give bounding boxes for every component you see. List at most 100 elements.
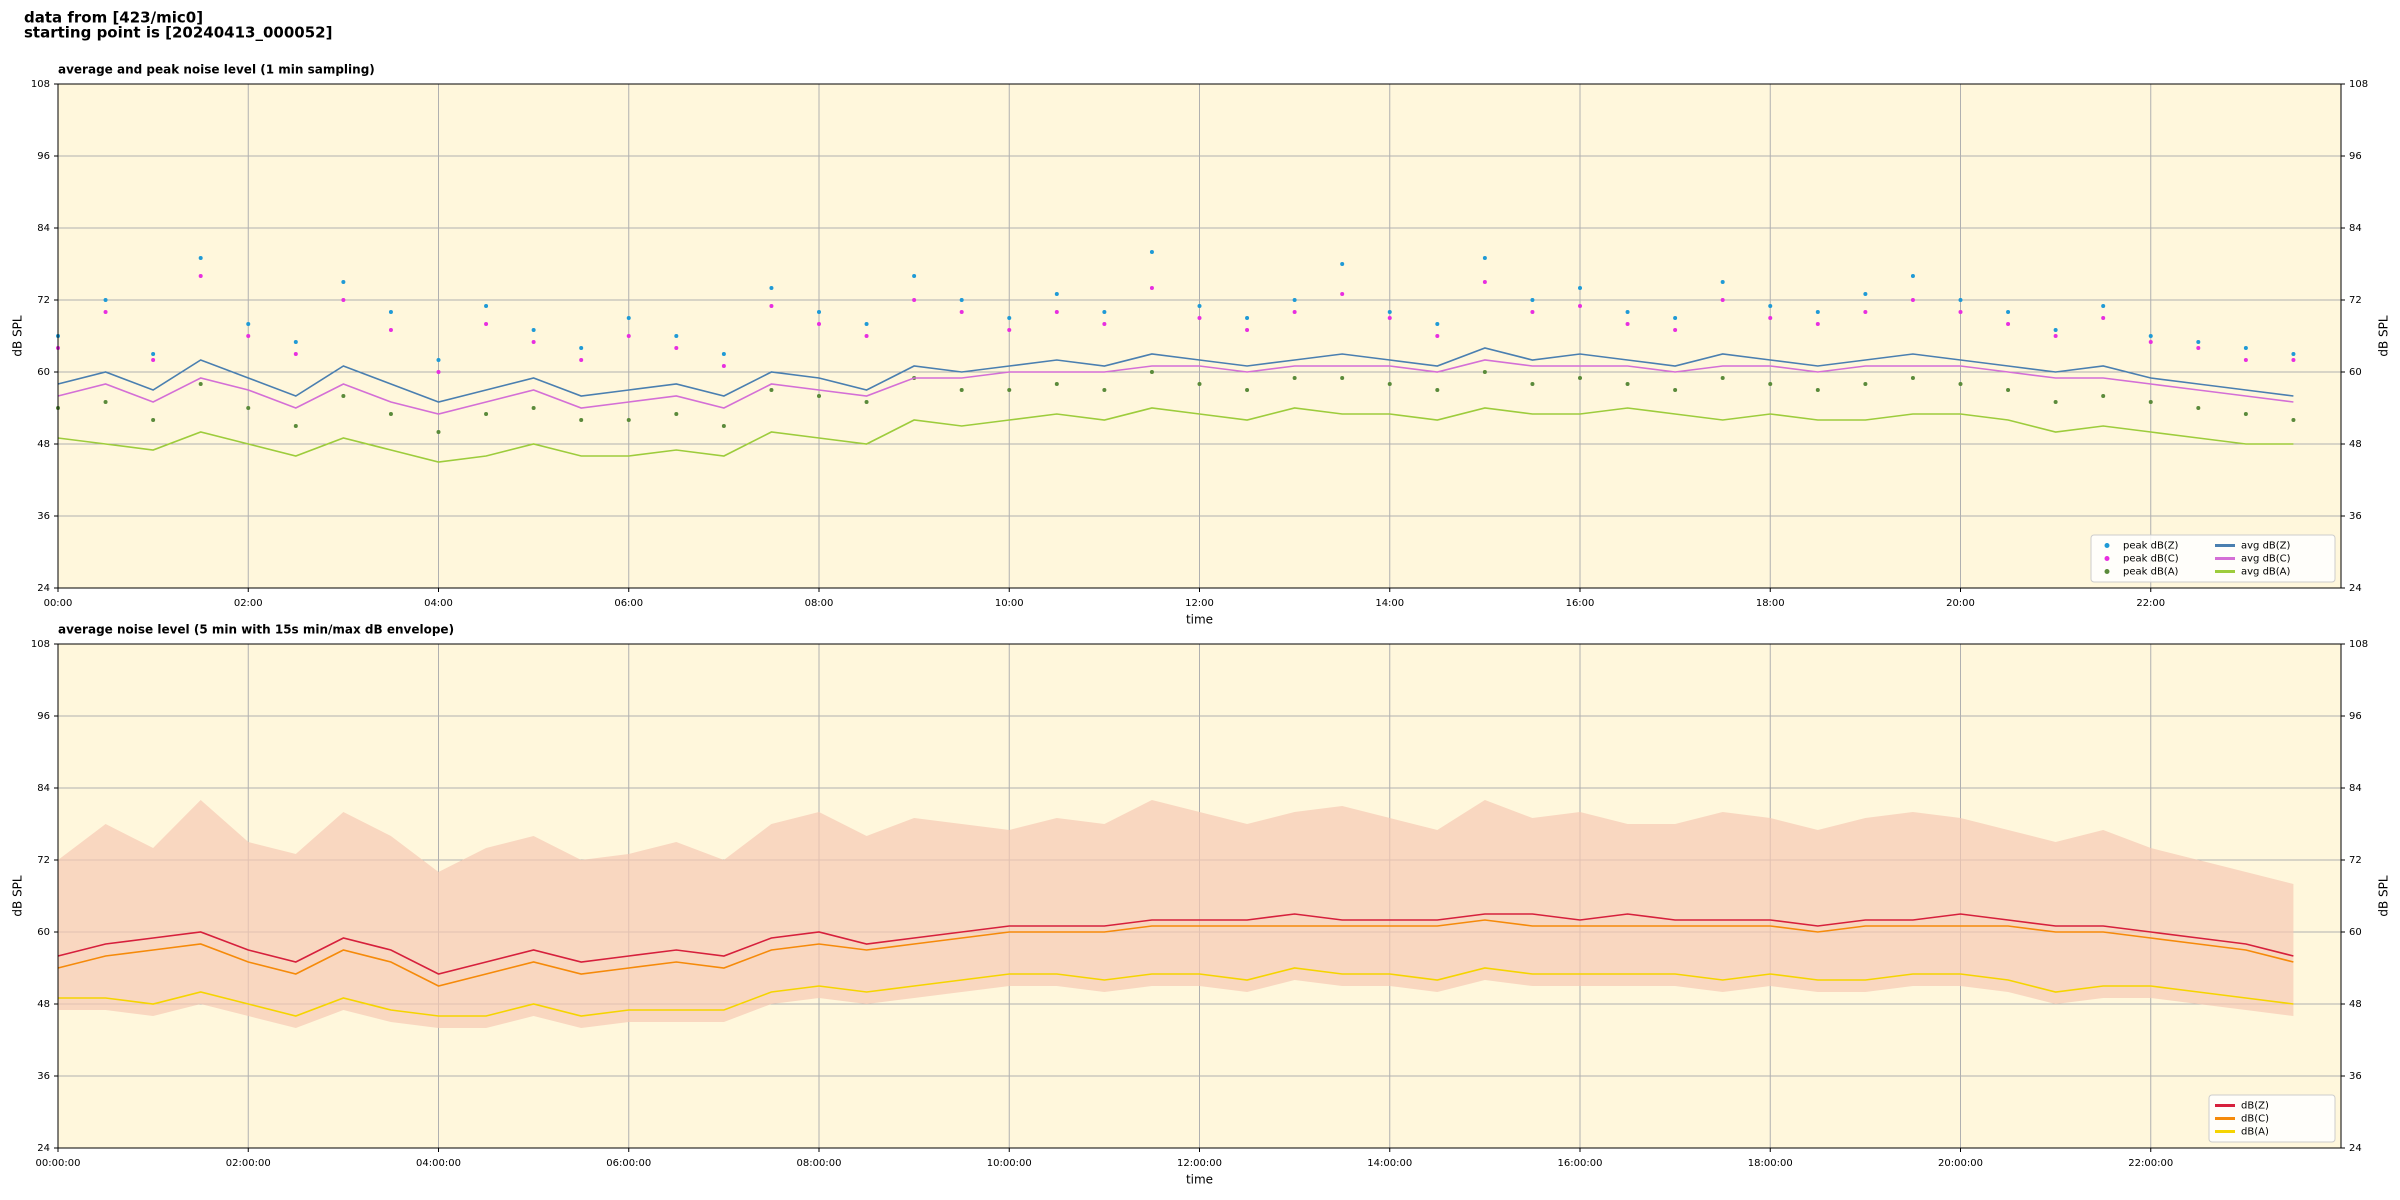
peak-dot — [1768, 382, 1773, 386]
legend-label: avg dB(C) — [2241, 554, 2291, 565]
x-tick-label: 08:00 — [805, 598, 834, 609]
peak-dot — [1292, 298, 1297, 302]
x-tick-label: 14:00 — [1375, 598, 1404, 609]
peak-dot — [626, 316, 631, 320]
peak-dot — [103, 400, 108, 404]
peak-dot — [293, 340, 298, 344]
peak-dot — [151, 418, 156, 422]
y-tick-label: 48 — [37, 439, 50, 450]
x-tick-label: 06:00:00 — [606, 1158, 651, 1169]
peak-dot — [1910, 298, 1915, 302]
y-tick-label: 84 — [2349, 223, 2362, 234]
series-line — [57, 359, 2294, 415]
peak-dot — [2006, 310, 2011, 314]
legend-swatch — [2104, 569, 2110, 574]
peak-dot — [1149, 250, 1154, 254]
legend-label: avg dB(A) — [2241, 567, 2291, 578]
y-tick-label: 108 — [31, 639, 50, 650]
y-tick-label: 48 — [2349, 999, 2362, 1010]
peak-dot — [864, 400, 869, 404]
y-tick-label: 24 — [2349, 1143, 2362, 1154]
peak-dot — [1530, 298, 1535, 302]
peak-dot — [1673, 388, 1678, 392]
peak-dot — [436, 358, 441, 362]
peak-dot — [721, 364, 726, 368]
legend-box — [2208, 1094, 2336, 1143]
peak-dot — [817, 310, 821, 314]
peak-dot — [2243, 358, 2248, 362]
legend-label: dB(Z) — [2241, 1101, 2269, 1112]
peak-dot — [2006, 322, 2011, 326]
peak-dot — [1340, 292, 1345, 296]
x-tick-label: 16:00:00 — [1558, 1158, 1603, 1169]
peak-dot — [1768, 316, 1773, 320]
peak-dot — [293, 424, 298, 428]
peak-dot — [1578, 304, 1582, 308]
series-line — [57, 347, 2294, 403]
peak-dot — [1197, 304, 1202, 308]
x-tick-label: 10:00:00 — [987, 1158, 1032, 1169]
series-line — [57, 919, 2294, 987]
peak-dot — [1435, 334, 1440, 338]
peak-dot — [1578, 286, 1582, 290]
header-line: starting point is [20240413_000052] — [24, 24, 332, 42]
peak-dot — [2196, 340, 2201, 344]
x-tick-label: 12:00:00 — [1177, 1158, 1222, 1169]
peak-dot — [531, 340, 536, 344]
peak-dot — [864, 334, 869, 338]
peak-dot — [341, 280, 346, 284]
y-tick-label: 36 — [37, 511, 50, 522]
peak-dot — [959, 310, 964, 314]
x-tick-label: 22:00:00 — [2128, 1158, 2173, 1169]
chart-title: average noise level (5 min with 15s min/… — [58, 623, 454, 637]
peak-dot — [2148, 334, 2153, 338]
peak-dot — [1054, 310, 1059, 314]
y-axis-label: dB SPL — [2377, 315, 2391, 357]
y-tick-label: 108 — [31, 79, 50, 90]
y-tick-label: 48 — [2349, 439, 2362, 450]
legend-label: peak dB(Z) — [2123, 541, 2179, 552]
peak-dot — [531, 328, 536, 332]
peak-dot — [1910, 274, 1915, 278]
peak-dot — [2053, 400, 2058, 404]
peak-dot — [341, 394, 346, 398]
peak-dot — [2053, 328, 2058, 332]
y-tick-label: 72 — [2349, 855, 2362, 866]
y-tick-label: 24 — [37, 583, 50, 594]
peak-dot — [1007, 328, 1012, 332]
x-tick-label: 08:00:00 — [797, 1158, 842, 1169]
peak-dot — [2053, 334, 2058, 338]
x-tick-label: 22:00 — [2136, 598, 2165, 609]
y-tick-label: 96 — [2349, 711, 2362, 722]
peak-dot — [1958, 382, 1963, 386]
peak-dot — [1625, 382, 1630, 386]
peak-dot — [1007, 316, 1012, 320]
peak-dot — [1054, 292, 1059, 296]
legend-label: avg dB(Z) — [2241, 541, 2291, 552]
y-tick-label: 84 — [37, 223, 50, 234]
peak-dot — [436, 370, 441, 374]
peak-dot — [103, 310, 108, 314]
peak-dot — [1720, 298, 1725, 302]
x-tick-label: 10:00 — [995, 598, 1024, 609]
peak-dot — [484, 412, 489, 416]
x-tick-label: 18:00:00 — [1748, 1158, 1793, 1169]
peak-dot — [1625, 310, 1630, 314]
y-axis-label: dB SPL — [11, 875, 25, 917]
legend-box — [2090, 534, 2336, 583]
peak-dot — [674, 346, 679, 350]
y-tick-label: 72 — [37, 295, 50, 306]
peak-dot — [2148, 340, 2153, 344]
peak-dot — [1863, 382, 1868, 386]
y-tick-label: 84 — [37, 783, 50, 794]
peak-dot — [1387, 316, 1392, 320]
peak-dot — [1863, 310, 1868, 314]
peak-dot — [959, 298, 964, 302]
series-line — [57, 913, 2294, 975]
peak-dot — [674, 412, 679, 416]
y-tick-label: 60 — [2349, 927, 2362, 938]
peak-dot — [1482, 370, 1487, 374]
legend-label: dB(C) — [2241, 1114, 2269, 1125]
peak-dot — [1958, 310, 1963, 314]
peak-dot — [2148, 400, 2153, 404]
